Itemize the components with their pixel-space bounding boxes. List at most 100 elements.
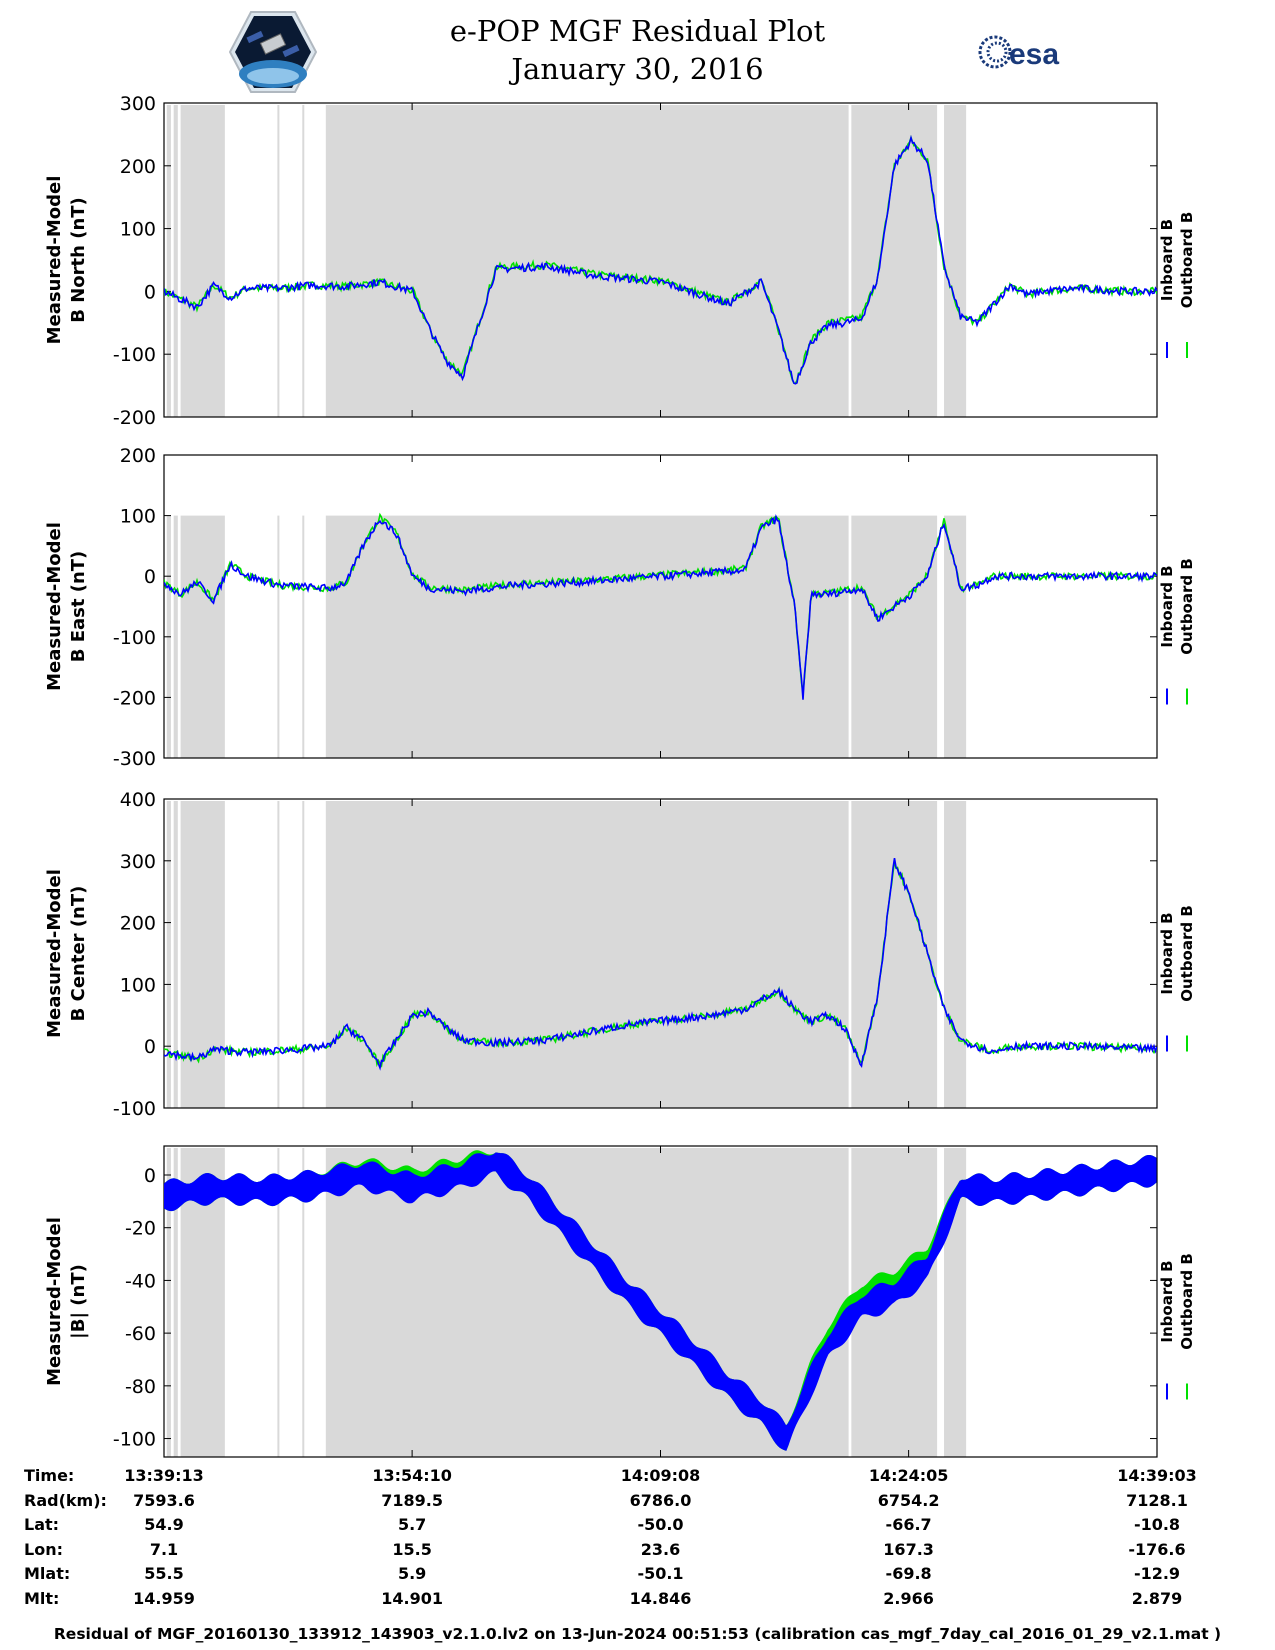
y-tick-label: 0 (144, 1165, 156, 1187)
y-tick-label: 0 (144, 1036, 156, 1058)
info-cell: 7189.5 (381, 1490, 443, 1510)
y-axis-label: Measured-Model B Center (nT) (44, 869, 89, 1038)
info-row: Lat: 54.9 5.7 -50.0 -66.7 -10.8 (0, 1515, 1275, 1539)
shade-interval (180, 105, 225, 417)
plot-title: e-POP MGF Residual Plot (449, 14, 826, 48)
info-cell: 54.9 (144, 1515, 184, 1535)
y-tick-label: -200 (113, 687, 156, 709)
y-tick-label: -20 (125, 1218, 156, 1240)
y-axis-label: Measured-Model B East (nT) (44, 522, 89, 691)
y-tick-label: -100 (113, 627, 156, 649)
shade-interval (944, 105, 967, 417)
legend-inboard-label: Inboard B (1158, 219, 1176, 301)
panel-1: -200 -100 0 100 200 300 Measured-Model B North … (44, 93, 1196, 429)
y-tick-label: -300 (113, 748, 156, 770)
series-inboard (164, 513, 1157, 700)
y-axis-label-line: Measured-Model (44, 176, 65, 345)
series-outboard (164, 512, 1157, 693)
shade-interval (277, 515, 280, 758)
series-inboard (164, 134, 1157, 385)
esa-logo: esa (978, 35, 1059, 71)
info-cell: 14.959 (133, 1589, 195, 1608)
y-axis-label-line: Measured-Model (44, 1217, 65, 1386)
y-tick-label: -100 (113, 1098, 156, 1120)
shade-interval (944, 801, 967, 1108)
legend-inboard-label: Inboard B (1158, 1260, 1176, 1342)
info-row: Rad(km): 7593.6 7189.5 6786.0 6754.2 7128.1 (0, 1491, 1275, 1515)
shade-interval (173, 1148, 178, 1457)
info-cell: 5.7 (397, 1515, 427, 1535)
shade-interval (302, 105, 305, 417)
info-cell: 6754.2 (877, 1490, 940, 1510)
shade-interval (166, 1148, 171, 1457)
shade-interval (173, 105, 178, 417)
legend-outboard-label: Outboard B (1178, 558, 1196, 655)
info-row-label: Time: (24, 1466, 75, 1485)
plot-date: January 30, 2016 (511, 52, 764, 86)
y-tick-label: -80 (125, 1376, 156, 1398)
y-axis-label-line: Measured-Model (44, 869, 65, 1038)
info-cell: 15.5 (392, 1539, 432, 1559)
info-row-label: Lon: (24, 1539, 63, 1559)
shade-interval (277, 801, 280, 1108)
footer-caption: Residual of MGF_20160130_133912_143903_v… (53, 1625, 1222, 1643)
y-axis-label: Measured-Model |B| (nT) (44, 1217, 89, 1386)
shade-interval (173, 801, 178, 1108)
info-cell: 14.901 (381, 1589, 443, 1608)
info-row-label: Rad(km): (24, 1490, 107, 1510)
info-cell: 2.879 (1131, 1589, 1183, 1608)
shade-interval (302, 801, 305, 1108)
shade-interval (325, 515, 849, 758)
info-cell: 2.966 (883, 1589, 934, 1608)
info-cell: -50.1 (637, 1564, 684, 1584)
info-cell: 7128.1 (1126, 1490, 1188, 1510)
legend-outboard-label: Outboard B (1178, 905, 1196, 1002)
plot-title-block: e-POP MGF Residual Plot January 30, 2016 (0, 12, 1275, 88)
info-cell: -69.8 (885, 1564, 932, 1584)
info-cell: -176.6 (1128, 1539, 1186, 1559)
y-tick-label: -200 (113, 407, 156, 429)
info-cell: 14.846 (629, 1589, 692, 1608)
info-cell: 6786.0 (629, 1490, 692, 1510)
shade-interval (173, 515, 178, 758)
y-axis-label: Measured-Model B North (nT) (44, 176, 89, 345)
shade-interval (277, 105, 280, 417)
y-axis-label-line: |B| (nT) (68, 1264, 89, 1339)
y-tick-label: 200 (120, 913, 156, 935)
series-inboard (164, 1152, 1157, 1451)
shade-interval (302, 515, 305, 758)
y-axis-label-line: B East (nT) (68, 551, 89, 663)
panel-4: -100 -80 -60 -40 -20 0 Measured-Model |B| (nT) I… (44, 1145, 1196, 1458)
shade-interval (325, 105, 849, 417)
info-row: Mlat: 55.5 5.9 -50.1 -69.8 -12.9 (0, 1564, 1275, 1588)
info-row-label: Mlt: (24, 1589, 60, 1608)
y-tick-label: 100 (120, 506, 156, 528)
y-tick-label: 400 (120, 789, 156, 811)
y-tick-label: 0 (144, 566, 156, 588)
y-tick-label: -100 (113, 344, 156, 366)
y-axis-label-line: B Center (nT) (68, 886, 89, 1022)
info-cell: -12.9 (1133, 1564, 1181, 1584)
cassiope-satellite-logo (229, 11, 317, 93)
shade-interval (944, 515, 967, 758)
panel-3: -100 0 100 200 300 400 Measured-Model B Center … (44, 789, 1196, 1120)
shade-interval (302, 1148, 305, 1457)
legend-inboard-label: Inboard B (1158, 912, 1176, 994)
y-tick-label: -60 (125, 1323, 156, 1345)
y-tick-label: 200 (120, 445, 156, 467)
shade-interval (277, 1148, 280, 1457)
info-cell: -10.8 (1133, 1515, 1181, 1535)
info-cell: 13:39:13 (124, 1466, 204, 1485)
info-cell: 7.1 (149, 1539, 179, 1559)
info-row: Mlt: 14.959 14.901 14.846 2.966 2.879 (0, 1589, 1275, 1613)
shade-interval (851, 801, 938, 1108)
shade-interval (325, 801, 849, 1108)
shade-interval (166, 105, 171, 417)
info-cell: 5.9 (397, 1564, 427, 1584)
series-inboard (164, 857, 1157, 1071)
info-cell: 14:09:08 (620, 1466, 701, 1485)
info-cell: 13:54:10 (372, 1466, 452, 1485)
info-cell: 167.3 (883, 1539, 934, 1559)
legend-inboard-label: Inboard B (1158, 565, 1176, 647)
